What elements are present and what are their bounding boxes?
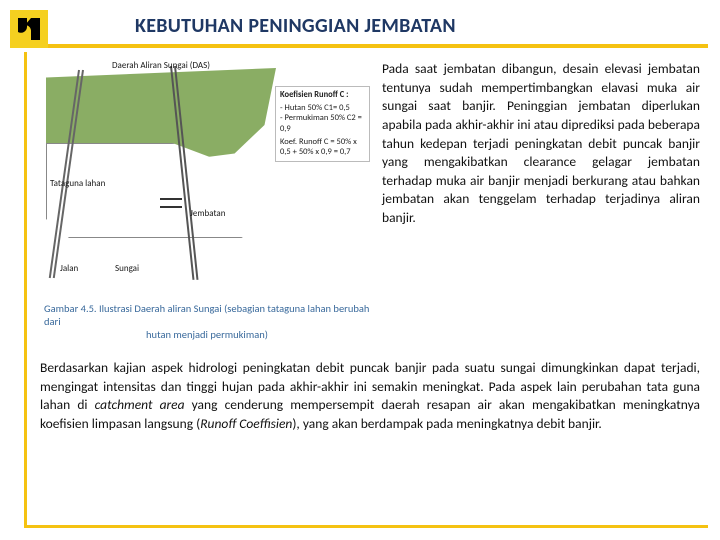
bottom-border (24, 525, 708, 528)
runoff-coef-box: Koefisien Runoff C : - Hutan 50% C1= 0,5… (275, 86, 370, 162)
ministry-logo (10, 10, 48, 48)
figure-box: Daerah Aliran Sungai (DAS) Tataguna laha… (40, 58, 370, 341)
title-underline (48, 44, 708, 48)
koef-title: Koefisien Runoff C : (280, 90, 365, 101)
bottom-text-c: ), yang akan berdampak pada meningkatnya… (292, 415, 601, 432)
bottom-em-1: catchment area (95, 396, 185, 413)
caption-line-2: hutan menjadi permukiman) (44, 328, 370, 341)
left-border (24, 52, 27, 528)
logo-glyph-icon (14, 14, 44, 44)
figure-caption: Gambar 4.5. Ilustrasi Daerah aliran Sung… (40, 302, 370, 341)
upper-row: Daerah Aliran Sungai (DAS) Tataguna laha… (40, 58, 700, 341)
label-das: Daerah Aliran Sungai (DAS) (112, 60, 210, 71)
label-jalan: Jalan (60, 263, 78, 274)
koef-line-1: - Hutan 50% C1= 0,5 (280, 103, 365, 114)
page-title: KEBUTUHAN PENINGGIAN JEMBATAN (135, 14, 670, 38)
label-sungai: Sungai (115, 263, 139, 274)
bridge-icon (160, 198, 182, 208)
label-tataguna: Tataguna lahan (50, 178, 105, 189)
label-jembatan: Jembatan (190, 208, 225, 219)
bottom-em-2: Runoff Coeffisien (200, 415, 292, 432)
settlement-region (46, 143, 276, 238)
paragraph-right: Pada saat jembatan dibangun, desain elev… (382, 58, 700, 341)
koef-line-3: Koef. Runoff C = 50% x 0,5 + 50% x 0,9 =… (280, 137, 365, 158)
watershed-diagram: Daerah Aliran Sungai (DAS) Tataguna laha… (40, 58, 370, 296)
paragraph-bottom: Berdasarkan kajian aspek hidrologi penin… (40, 359, 700, 434)
caption-line-1: Gambar 4.5. Ilustrasi Daerah aliran Sung… (44, 302, 369, 328)
content-area: Daerah Aliran Sungai (DAS) Tataguna laha… (40, 58, 700, 518)
koef-line-2: - Permukiman 50% C2 = 0,9 (280, 113, 365, 134)
